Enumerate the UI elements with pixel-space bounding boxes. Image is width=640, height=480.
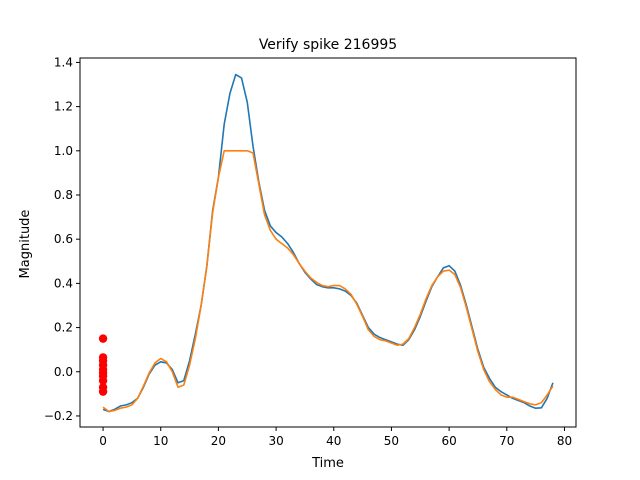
- x-tick-label: 50: [384, 434, 399, 448]
- y-axis-ticks: −0.2 0.0 0.2 0.4 0.6 0.8 1.0 1.2 1.4: [44, 55, 80, 423]
- x-tick-label: 20: [211, 434, 226, 448]
- y-tick-label: −0.2: [44, 409, 73, 423]
- plot-area: [98, 73, 554, 413]
- marker-point: [98, 334, 108, 343]
- y-tick-label: 0.8: [54, 188, 73, 202]
- y-tick-label: 1.0: [54, 144, 73, 158]
- series-line-2: [102, 150, 554, 413]
- x-tick-label: 60: [441, 434, 456, 448]
- x-tick-label: 0: [99, 434, 107, 448]
- y-tick-label: 0.2: [54, 321, 73, 335]
- axes: 0 10 20 30 40 50 60 70 80 −0.2 0.0 0.2 0.4 0.6 0.8 1.0…: [44, 55, 577, 448]
- marker-point: [98, 387, 108, 396]
- chart-title: Verify spike 216995: [259, 37, 397, 53]
- x-tick-label: 80: [557, 434, 572, 448]
- x-tick-label: 40: [326, 434, 341, 448]
- marker-point: [98, 376, 108, 385]
- x-tick-label: 70: [499, 434, 514, 448]
- x-tick-label: 30: [268, 434, 283, 448]
- y-axis-title: Magnitude: [18, 210, 33, 279]
- y-tick-label: 0.4: [54, 276, 73, 290]
- y-tick-label: 1.4: [54, 55, 73, 69]
- y-tick-label: 0.6: [54, 232, 73, 246]
- x-axis-ticks: 0 10 20 30 40 50 60 70 80: [99, 427, 572, 448]
- axes-frame: [79, 57, 577, 428]
- x-axis-title: Time: [311, 456, 344, 471]
- y-tick-label: 1.2: [54, 100, 73, 114]
- y-tick-label: 0.0: [54, 365, 73, 379]
- x-tick-label: 10: [153, 434, 168, 448]
